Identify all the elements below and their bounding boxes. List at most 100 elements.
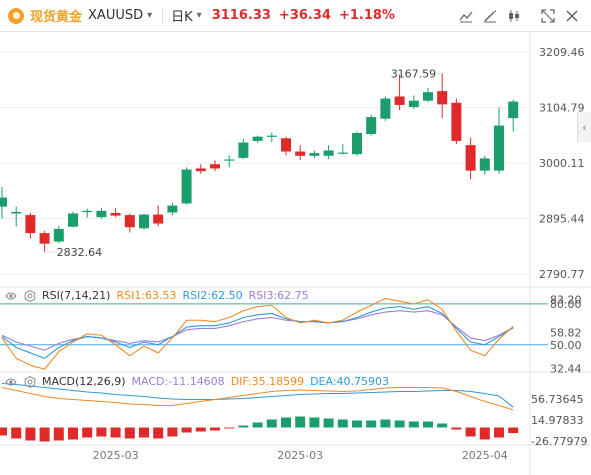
candle-body[interactable] [494, 125, 504, 171]
candle-body[interactable] [309, 153, 320, 156]
macd-legend: MACD(12,26,9) MACD:-11.14608 DIF:35.1859… [4, 375, 389, 388]
candle-body[interactable] [195, 168, 206, 172]
candle-body[interactable] [124, 215, 135, 228]
date-axis-label: 2025-03 [277, 449, 323, 462]
divider [162, 7, 164, 24]
rsi-tick-label: 80.00 [550, 298, 582, 311]
candle-body[interactable] [96, 210, 107, 218]
candle-body[interactable] [508, 101, 519, 119]
close-icon[interactable] [563, 7, 581, 25]
dif-line [1, 386, 514, 411]
candle-body[interactable] [437, 91, 448, 105]
price-tick-label: 3000.11 [539, 157, 585, 170]
period-selector[interactable]: 日K [171, 10, 193, 25]
candle-body[interactable] [323, 150, 334, 156]
macd-histogram-bar [96, 427, 107, 437]
macd-histogram-bar [224, 427, 235, 429]
price-tick-label: 2895.44 [539, 213, 585, 226]
draw-icon[interactable] [481, 7, 499, 25]
macd-histogram-bar [252, 422, 263, 428]
candle-body[interactable] [337, 152, 348, 154]
eye-icon[interactable] [4, 375, 17, 388]
candle-body[interactable] [68, 213, 78, 227]
candle-body[interactable] [479, 158, 490, 171]
rsi2-line [1, 306, 514, 360]
current-price: 3116.33 [211, 8, 271, 23]
candle-body[interactable] [210, 164, 220, 169]
chart-header: 现货黄金 XAUUSD ▾ 日K ▾ 3116.33 +36.34 +1.18% [0, 0, 591, 32]
indicator-icon[interactable] [457, 7, 475, 25]
kline-chart[interactable]: 3209.46 3104.79 3000.11 2895.44 2790.77 3167.… [0, 32, 591, 475]
macd-histogram-bar [323, 418, 334, 428]
candle-body[interactable] [380, 98, 391, 119]
fullscreen-icon[interactable] [539, 7, 557, 25]
macd-histogram-bar [238, 425, 249, 428]
rsi3-value: RSI3:62.75 [248, 289, 309, 302]
rsi2-value: RSI2:62.50 [182, 289, 243, 302]
candle-body[interactable] [39, 233, 50, 244]
macd-histogram-bar [451, 427, 462, 430]
candle-type-icon[interactable] [505, 7, 523, 25]
gear-icon[interactable] [23, 289, 36, 302]
candle-body[interactable] [423, 92, 433, 101]
rsi1-line [1, 297, 514, 370]
macd-histogram-bar [0, 427, 7, 436]
candle-body[interactable] [82, 210, 93, 213]
toolbar [457, 7, 581, 25]
candle-body[interactable] [181, 169, 192, 204]
macd-histogram-bar [110, 427, 121, 438]
rsi-legend: RSI(7,14,21) RSI1:63.53 RSI2:62.50 RSI3:… [4, 289, 309, 302]
macd-histogram-bar [352, 420, 362, 428]
chevron-down-icon[interactable]: ▾ [196, 10, 202, 21]
candle-body[interactable] [139, 214, 149, 229]
price-tick-label: 3104.79 [539, 102, 585, 115]
candle-body[interactable] [266, 135, 277, 137]
macd-histogram-bar [82, 427, 93, 438]
price-change: +36.34 [278, 8, 331, 23]
candle-body[interactable] [0, 197, 7, 207]
date-axis-label: 2025-04 [462, 449, 508, 462]
candle-body[interactable] [352, 132, 362, 155]
candle-body[interactable] [465, 145, 476, 171]
candle-body[interactable] [153, 214, 164, 224]
candle-body[interactable] [11, 211, 22, 214]
candle-body[interactable] [281, 138, 291, 152]
price-tick-label: 2790.77 [539, 268, 585, 281]
macd-histogram-bar [366, 420, 377, 428]
chevron-down-icon[interactable]: ▾ [147, 10, 153, 21]
collapse-panel-button[interactable]: ‹ [577, 112, 591, 142]
gear-icon[interactable] [23, 375, 36, 388]
candle-body[interactable] [238, 142, 249, 158]
macd-tick-label: 14.97833 [531, 414, 584, 427]
candle-body[interactable] [366, 117, 377, 135]
macd-indicator-name: MACD(12,26,9) [42, 375, 126, 388]
macd-histogram-bar [394, 420, 405, 428]
candle-body[interactable] [110, 212, 121, 216]
candle-body[interactable] [25, 215, 36, 234]
macd-histogram-bar [39, 427, 50, 442]
candle-body[interactable] [224, 159, 235, 161]
macd-histogram-bar [195, 427, 206, 432]
candle-body[interactable] [167, 205, 178, 213]
dea-value: DEA:40.75903 [310, 375, 390, 388]
macd-histogram-bar [508, 427, 519, 434]
macd-histogram-bar [124, 427, 135, 439]
candle-body[interactable] [451, 102, 462, 141]
rsi1-value: RSI1:63.53 [116, 289, 177, 302]
macd-histogram-bar [465, 427, 476, 437]
macd-tick-label: 56.73645 [531, 393, 584, 406]
macd-value: MACD:-11.14608 [131, 375, 225, 388]
candle-body[interactable] [252, 136, 263, 141]
candle-body[interactable] [408, 100, 419, 108]
symbol-selector[interactable]: XAUUSD [88, 8, 144, 23]
macd-histogram-bar [423, 421, 433, 428]
macd-histogram-bar [181, 427, 192, 433]
macd-histogram-bar [139, 427, 149, 438]
candle-body[interactable] [394, 96, 405, 105]
rsi-tick-label: 58.82 [550, 327, 582, 340]
candle-body[interactable] [295, 151, 306, 156]
rsi-indicator-name: RSI(7,14,21) [42, 289, 111, 302]
candle-body[interactable] [53, 228, 64, 242]
eye-icon[interactable] [4, 289, 17, 302]
macd-histogram-bar [437, 423, 448, 428]
